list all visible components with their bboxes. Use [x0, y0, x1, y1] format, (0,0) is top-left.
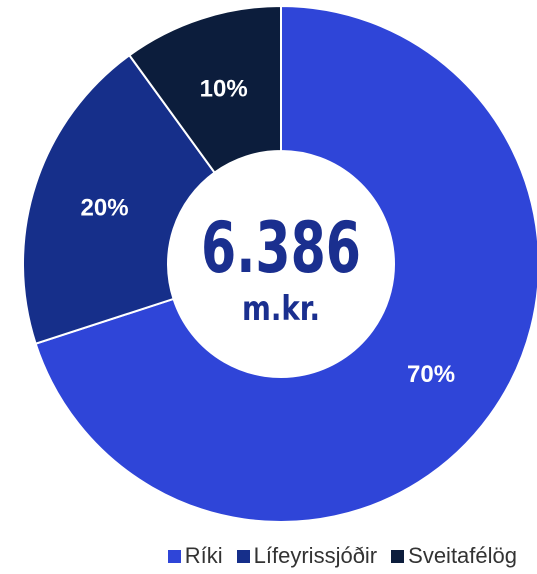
- donut-slice-0: [34, 4, 537, 523]
- slice-percent-label-0: 70%: [407, 361, 455, 388]
- legend-item-lifeyrissjodir: Lífeyrissjóðir: [236, 543, 378, 569]
- donut-slice-1: [22, 53, 216, 345]
- legend-swatch: [391, 549, 405, 563]
- legend-label: Ríki: [184, 543, 223, 568]
- donut-slices: [22, 4, 537, 523]
- legend-swatch: [236, 549, 250, 563]
- chart-legend: Ríki Lífeyrissjóðir Sveitafélög: [0, 541, 537, 571]
- slice-percent-label-2: 10%: [200, 76, 248, 103]
- center-total-unit: m.kr.: [242, 289, 320, 329]
- legend-label: Sveitafélög: [408, 543, 517, 568]
- legend-swatch: [167, 549, 181, 563]
- legend-item-sveitafelog: Sveitafélög: [391, 543, 517, 569]
- legend-item-riki: Ríki: [167, 543, 223, 569]
- center-total-value: 6.386: [201, 207, 361, 289]
- slice-percent-label-1: 20%: [81, 195, 129, 222]
- donut-slice-2: [127, 4, 282, 174]
- donut-slice-labels: 70% 20% 10%: [81, 76, 456, 388]
- legend-label: Lífeyrissjóðir: [253, 543, 378, 568]
